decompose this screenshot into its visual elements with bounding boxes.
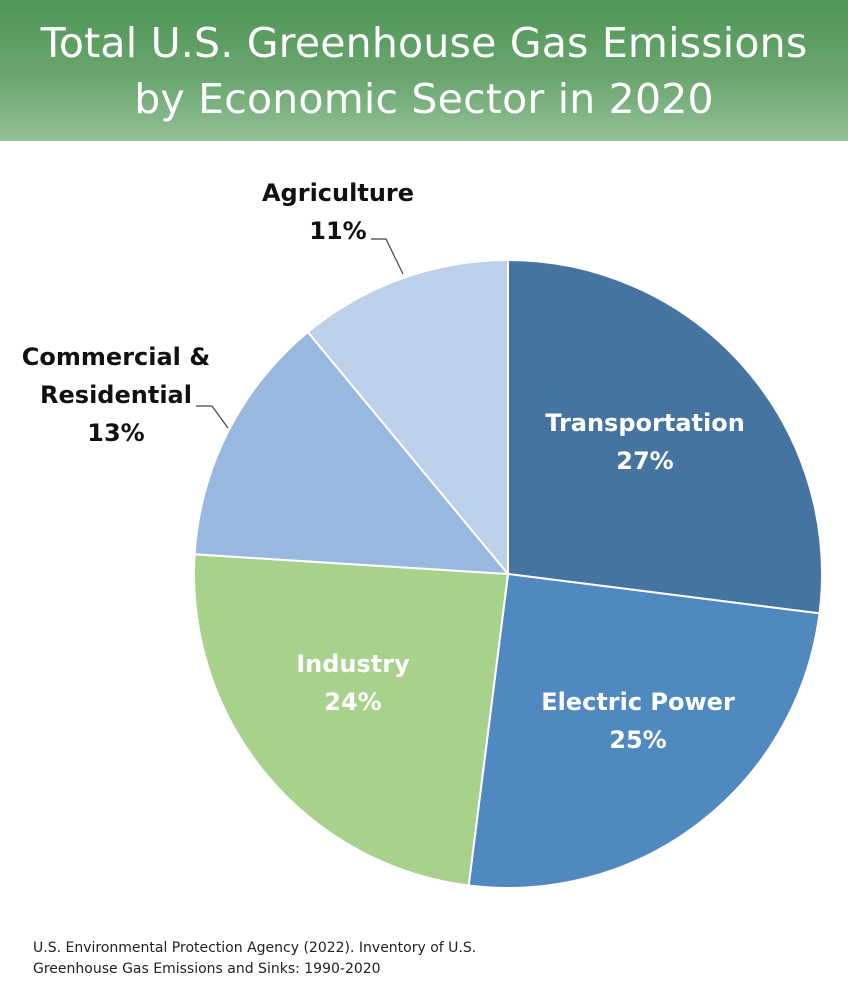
chart-title-line-2: by Economic Sector in 2020	[134, 74, 714, 123]
pie-slice-industry	[193, 553, 510, 887]
chart-title-line-1: Total U.S. Greenhouse Gas Emissions	[40, 18, 808, 67]
slice-label-industry: Industry	[296, 650, 410, 678]
slice-label-commercial-residential: Commercial &	[22, 343, 210, 371]
slice-label-commercial-residential: Residential	[40, 381, 192, 409]
pie-labels: Transportation 27% Electric Power 25% Indust…	[22, 179, 745, 754]
chart-title: Total U.S. Greenhouse Gas Emissions by E…	[0, 0, 848, 141]
slice-label-electric-power: Electric Power	[541, 688, 735, 716]
slice-label-agriculture: Agriculture	[262, 179, 414, 207]
source-line-2: Greenhouse Gas Emissions and Sinks: 1990…	[33, 961, 381, 977]
leader-line-commercial-residential	[196, 405, 229, 429]
percent-label-electric-power: 25%	[609, 726, 666, 754]
pie-slice-agriculture	[306, 258, 509, 577]
percent-label-agriculture: 11%	[309, 217, 366, 245]
leader-line-agriculture	[371, 238, 404, 275]
percent-label-industry: 24%	[324, 688, 381, 716]
source-line-1: U.S. Environmental Protection Agency (20…	[33, 940, 477, 956]
slice-label-transportation: Transportation	[545, 409, 745, 437]
pie-chart: Transportation 27% Electric Power 25% Indust…	[22, 179, 823, 889]
source-citation: U.S. Environmental Protection Agency (20…	[33, 938, 476, 980]
pie-slices	[193, 258, 823, 889]
pie-slice-commercial-residential	[193, 330, 511, 576]
percent-label-commercial-residential: 13%	[87, 419, 144, 447]
percent-label-transportation: 27%	[616, 447, 673, 475]
pie-slice-transportation	[507, 258, 823, 615]
pie-slice-electric-power	[467, 572, 821, 889]
